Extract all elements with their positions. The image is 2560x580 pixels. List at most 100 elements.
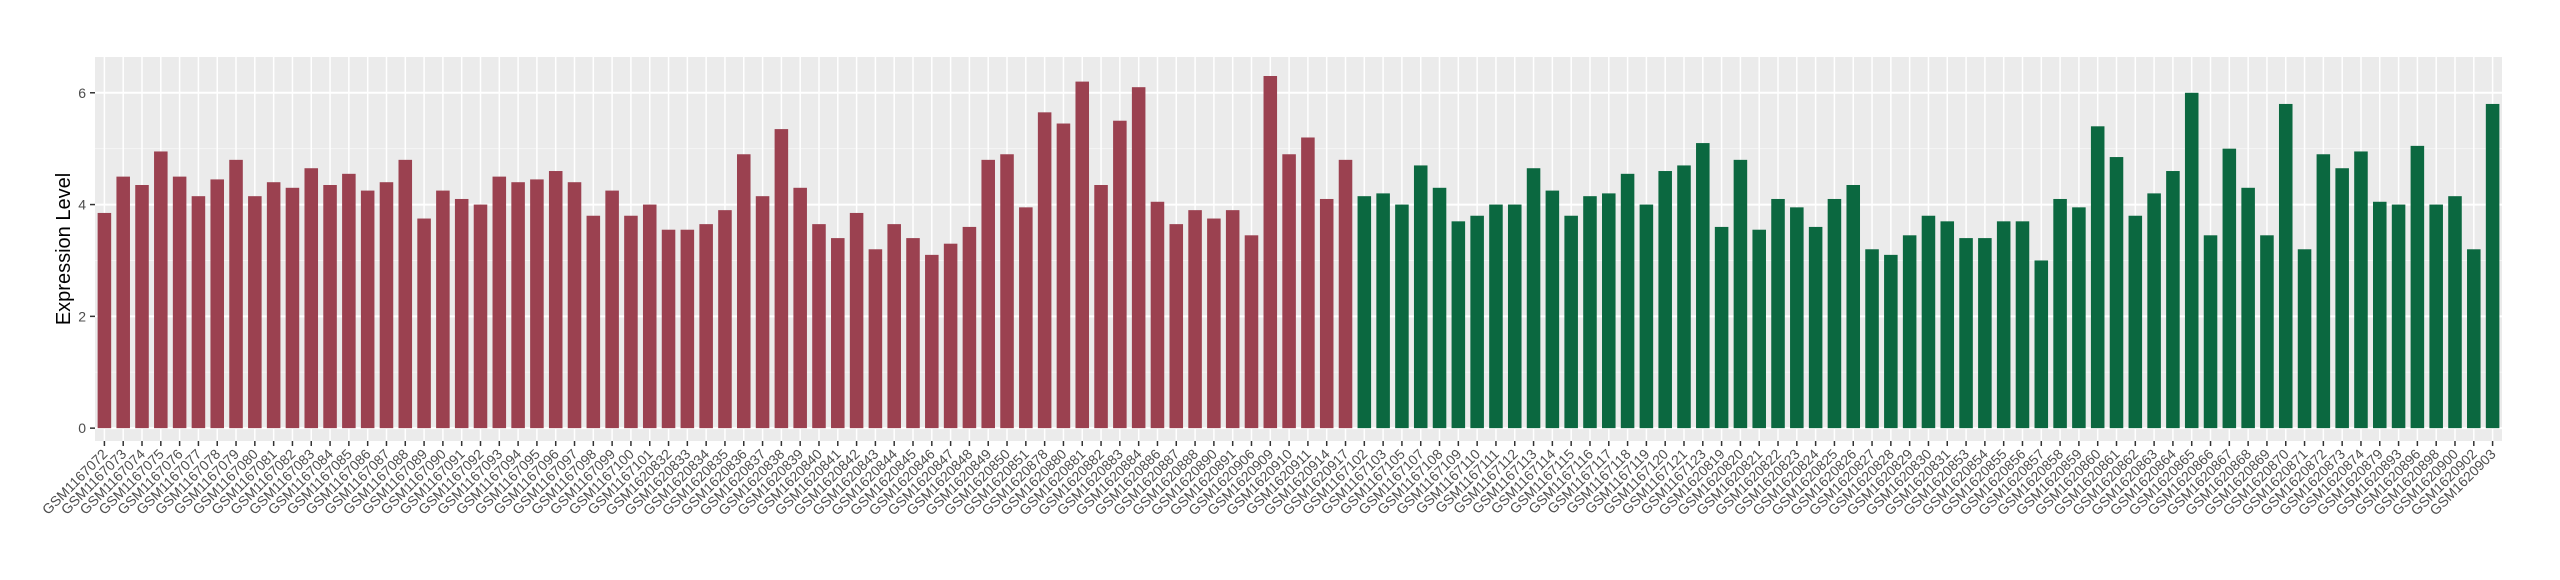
bar (1602, 193, 1616, 429)
bar (1056, 123, 1071, 429)
bar (1131, 87, 1146, 429)
bar (1470, 215, 1484, 429)
bar (2184, 92, 2199, 429)
bar (981, 159, 995, 429)
bar (1752, 229, 1766, 429)
bar (191, 196, 206, 429)
bar (1000, 154, 1014, 429)
bar (680, 229, 695, 429)
bar (1357, 196, 1372, 429)
bar (793, 187, 807, 429)
bar (906, 238, 920, 429)
bar (2278, 103, 2293, 429)
bar (1677, 165, 1691, 429)
bar (718, 210, 732, 429)
bar (511, 182, 525, 429)
bar (229, 159, 243, 429)
bar (548, 171, 563, 429)
bar (831, 238, 845, 429)
bar (1094, 185, 1108, 429)
bar (661, 229, 676, 429)
bar (962, 226, 977, 429)
bar (116, 176, 130, 429)
bar (304, 168, 319, 429)
bar (530, 179, 544, 429)
bar (1658, 171, 1672, 429)
bar (1169, 224, 1184, 429)
bar (379, 182, 394, 429)
bar (473, 204, 488, 429)
bar (1902, 235, 1917, 429)
bar (135, 185, 149, 429)
bar (2429, 204, 2443, 429)
bar (1376, 193, 1390, 429)
y-tick-label: 4 (78, 197, 86, 213)
bar (1225, 210, 1240, 429)
bar (1019, 207, 1033, 429)
bar (1075, 81, 1090, 429)
bar (1978, 238, 1992, 429)
bar (436, 190, 450, 429)
y-axis-label: Expression Level (53, 173, 75, 325)
bar (1996, 221, 2011, 429)
bar (2485, 103, 2500, 429)
bar (699, 224, 713, 429)
bar (2391, 204, 2406, 429)
bar (1808, 226, 1823, 429)
bar (2410, 145, 2425, 429)
bar (736, 154, 751, 429)
bar (1583, 196, 1597, 429)
bar (1884, 254, 1898, 429)
bar (624, 215, 638, 429)
bar (605, 190, 619, 429)
bar (1696, 143, 1710, 429)
bar (1037, 112, 1052, 429)
bar (868, 249, 883, 429)
bar (2147, 193, 2161, 429)
bar (1620, 173, 1635, 429)
bar (1432, 187, 1447, 429)
y-tick-label: 0 (78, 420, 86, 436)
bar (943, 243, 958, 429)
bar (1282, 154, 1296, 429)
bar (2467, 249, 2481, 429)
bar (1526, 168, 1541, 429)
bar (1545, 190, 1560, 429)
bar (642, 204, 657, 429)
bar (567, 182, 582, 429)
bar (1714, 226, 1729, 429)
bar (1771, 198, 1785, 429)
bar (2372, 201, 2387, 429)
bar (248, 196, 262, 429)
bar (454, 198, 469, 429)
bar (2316, 154, 2331, 429)
bar (154, 151, 168, 429)
bar (2222, 148, 2237, 429)
bar (1507, 204, 1522, 429)
bar (266, 182, 281, 429)
bar (2203, 235, 2218, 429)
bar (1489, 204, 1503, 429)
bar (210, 179, 225, 429)
bar (2090, 126, 2105, 429)
bar (97, 212, 112, 429)
bar (2072, 207, 2086, 429)
bar (2109, 157, 2124, 429)
bar (172, 176, 187, 429)
bar (1921, 215, 1936, 429)
bar (1188, 210, 1202, 429)
bar (1846, 185, 1861, 429)
bar (2448, 196, 2462, 429)
bar (774, 129, 789, 429)
bar (887, 224, 901, 429)
bar (323, 185, 337, 429)
bar (2128, 215, 2143, 429)
bar (2297, 249, 2312, 429)
bar (492, 176, 507, 429)
bar (755, 196, 770, 429)
bar (1207, 218, 1221, 429)
bar (812, 224, 826, 429)
bar (1959, 238, 1973, 429)
